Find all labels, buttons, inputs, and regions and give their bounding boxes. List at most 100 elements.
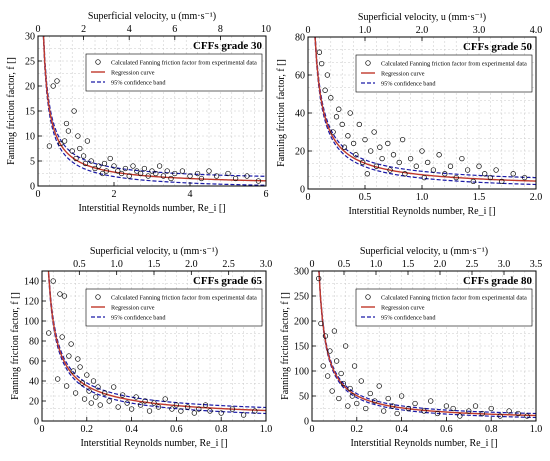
data-point xyxy=(457,413,463,419)
x-tick-label: 2.0 xyxy=(530,192,543,203)
data-point xyxy=(521,174,528,181)
y-tick-label: 40 xyxy=(295,109,305,120)
data-point xyxy=(255,178,262,184)
data-point xyxy=(178,408,184,414)
data-point xyxy=(88,158,94,164)
legend: Calculated Fanning friction factor from … xyxy=(355,54,533,93)
top-x-tick-label: 8 xyxy=(218,24,223,35)
data-point xyxy=(472,403,479,409)
data-point xyxy=(345,133,351,139)
data-point xyxy=(99,170,106,177)
data-point xyxy=(168,175,174,182)
data-point xyxy=(213,173,220,179)
data-point xyxy=(88,400,94,406)
legend-marker-points xyxy=(95,294,101,300)
top-x-tick-label: 1.0 xyxy=(370,259,383,270)
data-point xyxy=(493,167,499,173)
legend-label-regression: Regression curve xyxy=(381,71,425,78)
data-point xyxy=(354,400,360,407)
data-point xyxy=(329,388,335,394)
top-x-tick-label: 4 xyxy=(127,24,132,35)
data-point xyxy=(368,148,374,154)
top-x-tick-label: 3.0 xyxy=(498,259,511,270)
x-tick-label: 0.2 xyxy=(81,424,94,435)
data-point xyxy=(510,171,516,177)
data-point xyxy=(80,153,87,159)
top-x-tick-label: 3.5 xyxy=(530,259,543,270)
data-point xyxy=(353,152,359,158)
data-point xyxy=(339,121,345,128)
y-tick-label: 250 xyxy=(294,292,309,303)
data-point xyxy=(122,165,129,172)
top-x-axis-label: Superficial velocity, u (mm·s⁻¹) xyxy=(360,246,488,257)
top-x-tick-label: 1.0 xyxy=(359,25,372,36)
data-point xyxy=(77,145,83,152)
y-tick-label: 10 xyxy=(25,132,35,143)
data-point xyxy=(421,408,427,414)
confidence-band-upper xyxy=(314,37,536,179)
data-point xyxy=(389,403,396,409)
top-x-tick-label: 2.0 xyxy=(434,259,447,270)
data-point xyxy=(146,408,153,414)
data-point xyxy=(318,320,324,327)
x-tick-label: 0.6 xyxy=(440,424,453,435)
data-point xyxy=(396,159,402,166)
data-point xyxy=(57,291,63,297)
data-point xyxy=(229,406,236,412)
x-tick-label: 1.5 xyxy=(473,192,486,203)
data-point xyxy=(84,138,91,144)
data-point xyxy=(72,390,79,396)
data-point xyxy=(137,402,144,408)
data-point xyxy=(225,170,231,177)
y-tick-label: 25 xyxy=(25,57,35,68)
regression-curve xyxy=(314,37,536,182)
data-point xyxy=(58,140,64,147)
data-point xyxy=(184,404,191,410)
x-tick-label: 6 xyxy=(264,189,269,200)
legend-label-confidence: 95% confidence band xyxy=(111,80,166,87)
x-tick-label: 0.4 xyxy=(395,424,408,435)
data-point xyxy=(196,406,202,412)
data-point xyxy=(376,383,382,389)
y-tick-label: 40 xyxy=(29,377,39,388)
data-point xyxy=(169,406,175,412)
data-point xyxy=(340,380,347,387)
x-tick-label: 1.0 xyxy=(416,192,429,203)
top-x-axis-label: Superficial velocity, u (mm·s⁻¹) xyxy=(88,11,216,22)
data-point xyxy=(515,410,521,417)
legend-box xyxy=(85,53,263,92)
top-x-tick-label: 2.5 xyxy=(222,259,235,270)
data-point xyxy=(84,372,90,378)
data-point xyxy=(142,398,148,404)
panel-title: CFFs grade 65 xyxy=(193,275,263,287)
data-point xyxy=(333,358,340,364)
data-point xyxy=(330,129,336,135)
data-point xyxy=(232,175,239,182)
data-point xyxy=(162,396,168,402)
confidence-band-upper xyxy=(48,271,266,409)
data-point xyxy=(137,170,144,177)
data-point xyxy=(402,171,408,177)
data-point xyxy=(428,398,434,404)
data-point xyxy=(328,95,334,101)
data-point xyxy=(345,403,351,409)
chart-panel-3: 0 0.2 0.4 0.6 0.8 1.0 0 20 40 60 80 100 120 140 0.5 1.0… xyxy=(10,246,272,449)
data-point xyxy=(130,163,136,169)
data-point xyxy=(488,405,494,412)
data-point xyxy=(50,278,56,284)
data-point xyxy=(194,170,201,177)
x-tick-label: 0 xyxy=(310,424,315,435)
y-tick-label: 0 xyxy=(30,182,35,193)
data-point xyxy=(479,410,485,417)
top-x-tick-label: 0.5 xyxy=(73,259,86,270)
data-point xyxy=(90,378,97,384)
data-point xyxy=(358,378,364,384)
data-point xyxy=(466,408,472,414)
top-x-tick-label: 10 xyxy=(261,24,271,35)
top-x-tick-label: 3.0 xyxy=(473,25,486,36)
data-point xyxy=(336,106,342,112)
data-point xyxy=(372,398,378,404)
